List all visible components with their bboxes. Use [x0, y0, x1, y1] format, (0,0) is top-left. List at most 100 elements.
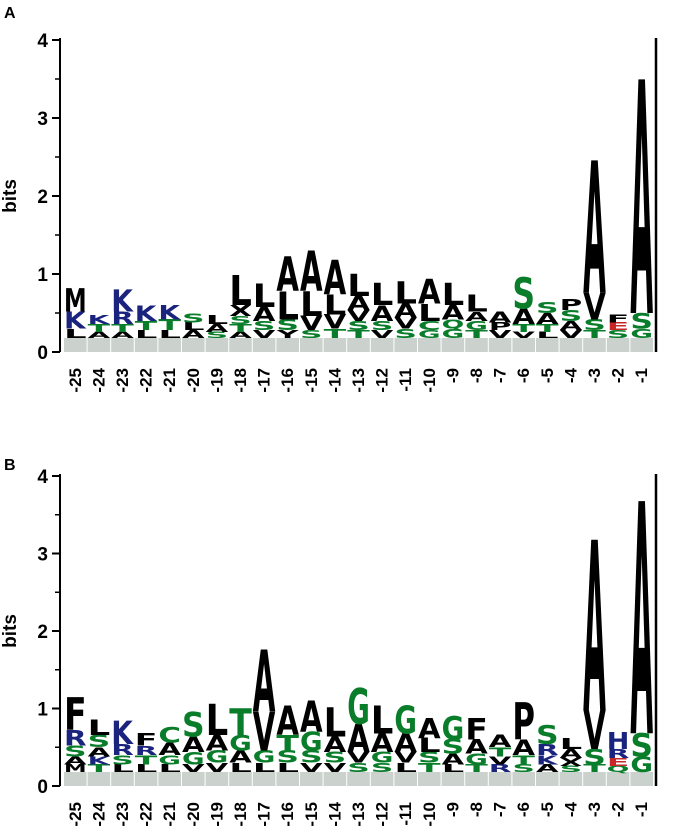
logo-letter: V: [394, 750, 417, 767]
logo-letter: L: [64, 326, 87, 341]
logo-letter: S: [583, 316, 606, 334]
logo-letter: L: [135, 763, 158, 775]
logo-letter: A: [206, 731, 229, 756]
minor-residues: [64, 338, 87, 352]
logo-letter: E: [607, 756, 630, 769]
logo-letter: P: [560, 296, 583, 313]
minor-residues: [606, 338, 630, 352]
logo-letter: A: [182, 329, 205, 341]
logo-letter: S: [512, 762, 535, 775]
minor-residues: [394, 772, 417, 786]
logo-letter: M: [64, 281, 87, 319]
x-tick-label: -5: [538, 368, 557, 383]
logo-letter: L: [418, 300, 441, 327]
x-tick-label: -7: [491, 802, 510, 817]
logo-letter: G: [630, 327, 653, 342]
logo-letter: R: [64, 727, 87, 752]
logo-letter: A: [324, 733, 347, 758]
minor-residues: [252, 338, 276, 352]
logo-letter: A: [583, 124, 606, 336]
logo-letter: A: [560, 747, 583, 762]
logo-letter: L: [418, 734, 441, 756]
logo-letter: T: [512, 322, 535, 335]
x-tick-label: -18: [231, 802, 250, 827]
x-axis-b: -25 -24 -23 -22 -21 -20 -19 -18 -17 -16 -15 -14 -13-…: [66, 801, 651, 826]
logo-letter: T: [111, 322, 134, 335]
minor-residues: [630, 338, 653, 352]
logo-letter: L: [111, 763, 134, 775]
logo-letter: S: [371, 318, 394, 333]
logo-letter: L: [253, 277, 276, 314]
logo-letter: G: [465, 319, 488, 334]
minor-residues: [370, 772, 394, 786]
logo-letter: A: [158, 739, 181, 759]
logo-letter: L: [276, 761, 299, 776]
logo-letter: G: [182, 749, 205, 768]
x-tick-label: -17: [255, 368, 274, 393]
logo-letter: L: [560, 736, 583, 753]
logo-letter: T: [489, 745, 512, 760]
x-tick-label: -23: [113, 368, 132, 393]
x-tick-label: -3: [585, 802, 604, 817]
logo-letter: S: [560, 307, 583, 325]
logo-letter: A: [536, 310, 559, 327]
logo-letter: A: [418, 713, 441, 745]
logo-column: ALS: [182, 311, 205, 352]
x-tick-label: -11: [396, 802, 415, 826]
minor-residues: [583, 772, 606, 786]
logo-letter: S: [630, 728, 653, 764]
minor-residues: [229, 338, 252, 352]
minor-residues: [276, 772, 299, 786]
logo-letter: T: [88, 762, 111, 775]
x-tick-label: -21: [160, 368, 179, 393]
logo-letter: T: [465, 328, 488, 341]
minor-residues: [158, 338, 181, 352]
minor-residues: [394, 338, 417, 352]
logo-letter: T: [465, 762, 488, 775]
logo-letter: A: [229, 330, 252, 340]
logo-letter: T: [347, 328, 370, 341]
logo-letter: A: [583, 495, 606, 766]
minor-residues: [512, 772, 535, 786]
y-tick-label: 0: [37, 777, 48, 798]
x-tick-label: -5: [538, 802, 557, 817]
x-tick-label: -15: [302, 368, 321, 393]
logo-letter: L: [253, 761, 276, 776]
logo-letter: K: [158, 302, 181, 324]
x-tick-label: -20: [184, 368, 203, 393]
minor-residues: [606, 772, 630, 786]
logo-letter: G: [347, 680, 370, 737]
x-tick-label: -3: [585, 368, 604, 383]
logo-letter: A: [489, 732, 512, 752]
minor-residues: [300, 338, 323, 352]
logo-letter: X: [229, 303, 252, 320]
logo-letter: S: [88, 732, 111, 752]
minor-residues: [64, 772, 87, 786]
logo-letter: S: [630, 310, 653, 335]
minor-residues: [536, 772, 559, 786]
logo-letter: L: [182, 321, 205, 333]
logo-letter: F: [465, 713, 488, 747]
minor-residues: [347, 338, 370, 352]
logo-column: VPA: [488, 309, 511, 352]
logo-letter: L: [135, 329, 158, 341]
x-tick-label: -19: [207, 802, 226, 827]
logo-letter: G: [229, 730, 252, 755]
logo-letter: Q: [607, 764, 630, 774]
